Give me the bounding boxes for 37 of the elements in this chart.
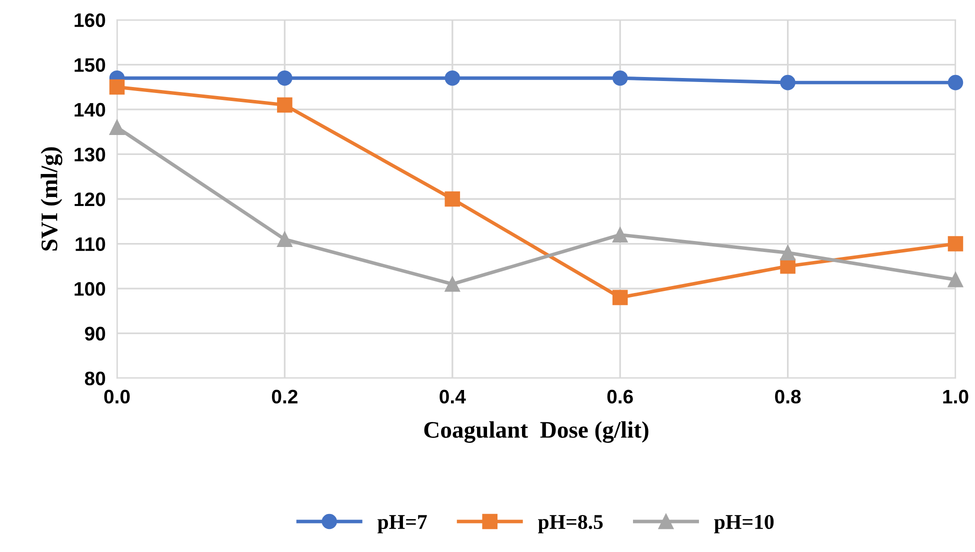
y-tick-label: 130: [74, 148, 106, 162]
point: [948, 236, 964, 252]
x-tick-label: 0.0: [104, 390, 130, 404]
y-tick-label: 150: [74, 58, 106, 72]
y-tick-label: 160: [74, 13, 106, 28]
y-tick-label: 80: [84, 372, 106, 386]
legend-label: pH=8.5: [538, 514, 603, 534]
y-axis-title: SVI (ml/g): [40, 147, 62, 251]
point: [109, 79, 125, 95]
x-tick-label: 0.8: [775, 390, 801, 404]
point: [444, 70, 460, 86]
point: [948, 74, 964, 90]
y-tick-label: 90: [84, 326, 106, 341]
y-tick-label: 100: [74, 282, 106, 296]
point: [780, 258, 796, 274]
x-tick-label: 0.2: [272, 390, 298, 404]
point: [277, 70, 292, 86]
x-tick-label: 0.4: [440, 390, 466, 404]
y-tick-label: 140: [74, 102, 106, 117]
point: [109, 120, 125, 135]
point: [780, 74, 796, 90]
point: [277, 232, 292, 247]
point: [444, 191, 460, 207]
point: [612, 227, 628, 242]
point: [612, 290, 628, 306]
point: [612, 70, 628, 86]
x-tick-label: 0.6: [607, 390, 633, 404]
x-axis-title: Coagulant Dose (g/lit): [424, 421, 648, 443]
y-tick-label: 110: [76, 237, 106, 252]
legend-label: pH=7: [378, 515, 427, 534]
point: [948, 272, 964, 288]
x-tick-label: 1.0: [943, 390, 968, 404]
legend-label: pH=10: [714, 514, 774, 534]
point: [277, 97, 292, 113]
point: [780, 245, 796, 260]
point: [444, 276, 460, 292]
y-tick-label: 120: [74, 192, 106, 206]
